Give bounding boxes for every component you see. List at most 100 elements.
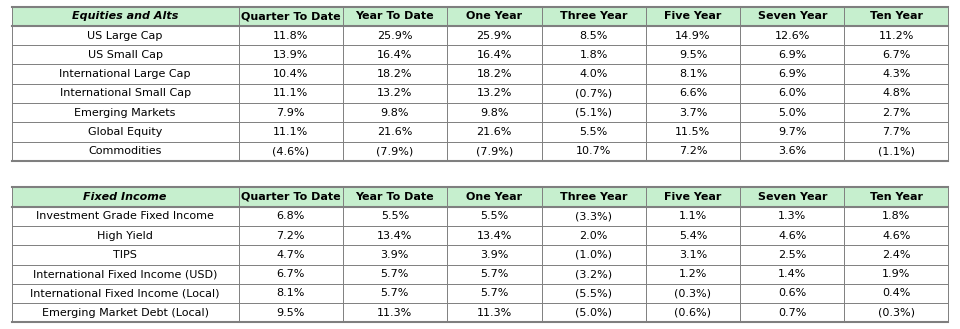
Bar — [239, 26, 343, 45]
Bar — [646, 303, 740, 322]
Bar — [541, 187, 646, 207]
Bar — [12, 187, 239, 207]
Text: (5.1%): (5.1%) — [575, 108, 612, 118]
Text: 1.9%: 1.9% — [882, 269, 911, 279]
Bar — [845, 226, 948, 245]
Text: 6.9%: 6.9% — [779, 69, 806, 79]
Text: Emerging Market Debt (Local): Emerging Market Debt (Local) — [41, 308, 208, 318]
Bar — [646, 103, 740, 122]
Text: 2.4%: 2.4% — [882, 250, 911, 260]
Bar — [446, 284, 541, 303]
Bar — [845, 26, 948, 45]
Text: 11.3%: 11.3% — [476, 308, 512, 318]
Text: Ten Year: Ten Year — [870, 11, 923, 21]
Text: (1.1%): (1.1%) — [878, 146, 915, 156]
Text: 11.3%: 11.3% — [377, 308, 413, 318]
Bar — [343, 26, 446, 45]
Bar — [343, 84, 446, 103]
Text: 4.3%: 4.3% — [882, 69, 911, 79]
Text: 1.1%: 1.1% — [679, 211, 708, 221]
Bar — [541, 45, 646, 64]
Bar — [343, 7, 446, 26]
Text: Seven Year: Seven Year — [757, 192, 828, 202]
Bar — [343, 64, 446, 84]
Text: Quarter To Date: Quarter To Date — [241, 192, 341, 202]
Bar — [740, 26, 845, 45]
Text: 6.8%: 6.8% — [276, 211, 305, 221]
Bar — [646, 284, 740, 303]
Text: 6.7%: 6.7% — [882, 50, 911, 60]
Bar — [845, 207, 948, 226]
Bar — [239, 7, 343, 26]
Text: Five Year: Five Year — [664, 11, 722, 21]
Bar — [541, 103, 646, 122]
Text: 4.6%: 4.6% — [882, 231, 911, 240]
Bar — [239, 84, 343, 103]
Bar — [845, 103, 948, 122]
Text: 4.7%: 4.7% — [276, 250, 305, 260]
Bar — [646, 84, 740, 103]
Bar — [541, 122, 646, 142]
Text: 4.0%: 4.0% — [580, 69, 608, 79]
Text: (0.7%): (0.7%) — [575, 89, 612, 98]
Text: 11.1%: 11.1% — [273, 89, 308, 98]
Text: US Large Cap: US Large Cap — [87, 31, 163, 40]
Bar — [740, 187, 845, 207]
Bar — [740, 84, 845, 103]
Bar — [446, 187, 541, 207]
Bar — [446, 103, 541, 122]
Text: 8.5%: 8.5% — [580, 31, 608, 40]
Bar — [446, 245, 541, 265]
Bar — [343, 103, 446, 122]
Text: (0.6%): (0.6%) — [675, 308, 711, 318]
Text: International Fixed Income (USD): International Fixed Income (USD) — [33, 269, 217, 279]
Bar — [541, 303, 646, 322]
Bar — [239, 122, 343, 142]
Text: 3.9%: 3.9% — [380, 250, 409, 260]
Text: US Small Cap: US Small Cap — [87, 50, 162, 60]
Text: 9.5%: 9.5% — [276, 308, 305, 318]
Bar — [740, 142, 845, 161]
Text: 7.2%: 7.2% — [276, 231, 305, 240]
Bar — [845, 245, 948, 265]
Text: Five Year: Five Year — [664, 192, 722, 202]
Text: 3.9%: 3.9% — [480, 250, 509, 260]
Text: 5.7%: 5.7% — [480, 269, 509, 279]
Bar — [343, 207, 446, 226]
Bar — [646, 122, 740, 142]
Bar — [343, 303, 446, 322]
Text: 0.4%: 0.4% — [882, 289, 911, 298]
Bar — [646, 64, 740, 84]
Text: 6.0%: 6.0% — [779, 89, 806, 98]
Bar — [541, 64, 646, 84]
Bar — [740, 303, 845, 322]
Bar — [343, 245, 446, 265]
Text: 4.8%: 4.8% — [882, 89, 911, 98]
Text: Fixed Income: Fixed Income — [84, 192, 167, 202]
Text: 2.7%: 2.7% — [882, 108, 911, 118]
Bar — [740, 265, 845, 284]
Text: Year To Date: Year To Date — [355, 192, 434, 202]
Bar — [845, 303, 948, 322]
Text: 5.5%: 5.5% — [381, 211, 409, 221]
Bar — [12, 84, 239, 103]
Text: 2.0%: 2.0% — [580, 231, 608, 240]
Text: 21.6%: 21.6% — [476, 127, 512, 137]
Bar — [541, 245, 646, 265]
Text: 8.1%: 8.1% — [679, 69, 708, 79]
Text: 11.5%: 11.5% — [675, 127, 710, 137]
Bar — [541, 84, 646, 103]
Bar — [12, 245, 239, 265]
Text: 25.9%: 25.9% — [476, 31, 512, 40]
Text: 1.8%: 1.8% — [580, 50, 608, 60]
Bar — [646, 7, 740, 26]
Text: 8.1%: 8.1% — [276, 289, 305, 298]
Bar — [646, 26, 740, 45]
Text: International Small Cap: International Small Cap — [60, 89, 191, 98]
Text: 9.8%: 9.8% — [480, 108, 509, 118]
Bar — [646, 245, 740, 265]
Text: 9.5%: 9.5% — [679, 50, 708, 60]
Bar — [12, 207, 239, 226]
Text: 6.6%: 6.6% — [679, 89, 708, 98]
Bar — [740, 7, 845, 26]
